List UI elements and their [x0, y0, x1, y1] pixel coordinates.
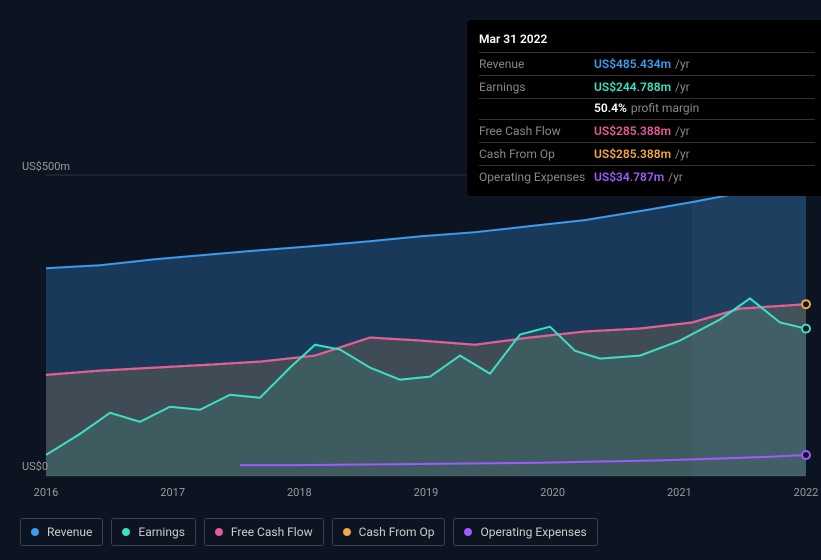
- tooltip-row-fcf: Free Cash FlowUS$285.388m/yr: [479, 120, 815, 143]
- legend-item-opex[interactable]: Operating Expenses: [453, 518, 597, 546]
- tooltip-value: US$34.787m: [594, 170, 664, 184]
- cash_from_op-end-marker: [802, 300, 810, 308]
- legend-item-cfo[interactable]: Cash From Op: [332, 518, 446, 546]
- tooltip-value: US$485.434m: [594, 57, 671, 71]
- tooltip-label: Operating Expenses: [479, 170, 594, 184]
- tooltip-date: Mar 31 2022: [479, 28, 815, 53]
- x-tick-2020: 2020: [540, 486, 565, 499]
- tooltip-unit: /yr: [668, 170, 683, 184]
- x-tick-2021: 2021: [667, 486, 692, 499]
- legend-dot: [215, 528, 223, 536]
- tooltip-label: Revenue: [479, 57, 594, 71]
- legend-item-earnings[interactable]: Earnings: [111, 518, 196, 546]
- x-tick-2016: 2016: [34, 486, 59, 499]
- x-axis: 2016201720182019202020212022: [46, 486, 806, 502]
- tooltip-unit: /yr: [675, 80, 690, 94]
- y-axis-label-top: US$500m: [22, 160, 70, 173]
- legend-dot: [343, 528, 351, 536]
- tooltip-value: US$285.388m: [594, 124, 671, 138]
- tooltip-value: US$285.388m: [594, 147, 671, 161]
- tooltip-value: US$244.788m: [594, 80, 671, 94]
- tooltip-label: Earnings: [479, 80, 594, 94]
- tooltip-unit: /yr: [675, 147, 690, 161]
- legend-label: Earnings: [138, 525, 185, 539]
- x-tick-2017: 2017: [160, 486, 185, 499]
- tooltip-sub-earnings: 50.4%profit margin: [479, 99, 815, 120]
- tooltip-label: Cash From Op: [479, 147, 594, 161]
- x-tick-2018: 2018: [287, 486, 312, 499]
- legend-item-fcf[interactable]: Free Cash Flow: [204, 518, 324, 546]
- legend-label: Revenue: [47, 525, 92, 539]
- tooltip-row-opex: Operating ExpensesUS$34.787m/yr: [479, 166, 815, 188]
- tooltip-label: Free Cash Flow: [479, 124, 594, 138]
- legend-label: Free Cash Flow: [231, 525, 313, 539]
- legend: Revenue Earnings Free Cash Flow Cash From O…: [20, 518, 598, 546]
- tooltip-unit: /yr: [675, 57, 690, 71]
- tooltip-row-earnings: EarningsUS$244.788m/yr: [479, 76, 815, 99]
- operating_expenses-end-marker: [802, 451, 810, 459]
- tooltip-unit: /yr: [675, 124, 690, 138]
- x-tick-2022: 2022: [794, 486, 819, 499]
- hover-tooltip: Mar 31 2022 RevenueUS$485.434m/yrEarning…: [467, 20, 821, 196]
- x-tick-2019: 2019: [414, 486, 439, 499]
- legend-dot: [122, 528, 130, 536]
- legend-dot: [31, 528, 39, 536]
- earnings-end-marker: [802, 325, 810, 333]
- tooltip-row-cfo: Cash From OpUS$285.388m/yr: [479, 143, 815, 166]
- y-axis-label-bottom: US$0: [22, 460, 48, 473]
- chart-container: US$500m US$0 Mar 31 2022 RevenueUS$485.4…: [0, 0, 821, 560]
- legend-label: Operating Expenses: [480, 525, 586, 539]
- tooltip-row-revenue: RevenueUS$485.434m/yr: [479, 53, 815, 76]
- legend-label: Cash From Op: [359, 525, 435, 539]
- legend-item-revenue[interactable]: Revenue: [20, 518, 103, 546]
- legend-dot: [464, 528, 472, 536]
